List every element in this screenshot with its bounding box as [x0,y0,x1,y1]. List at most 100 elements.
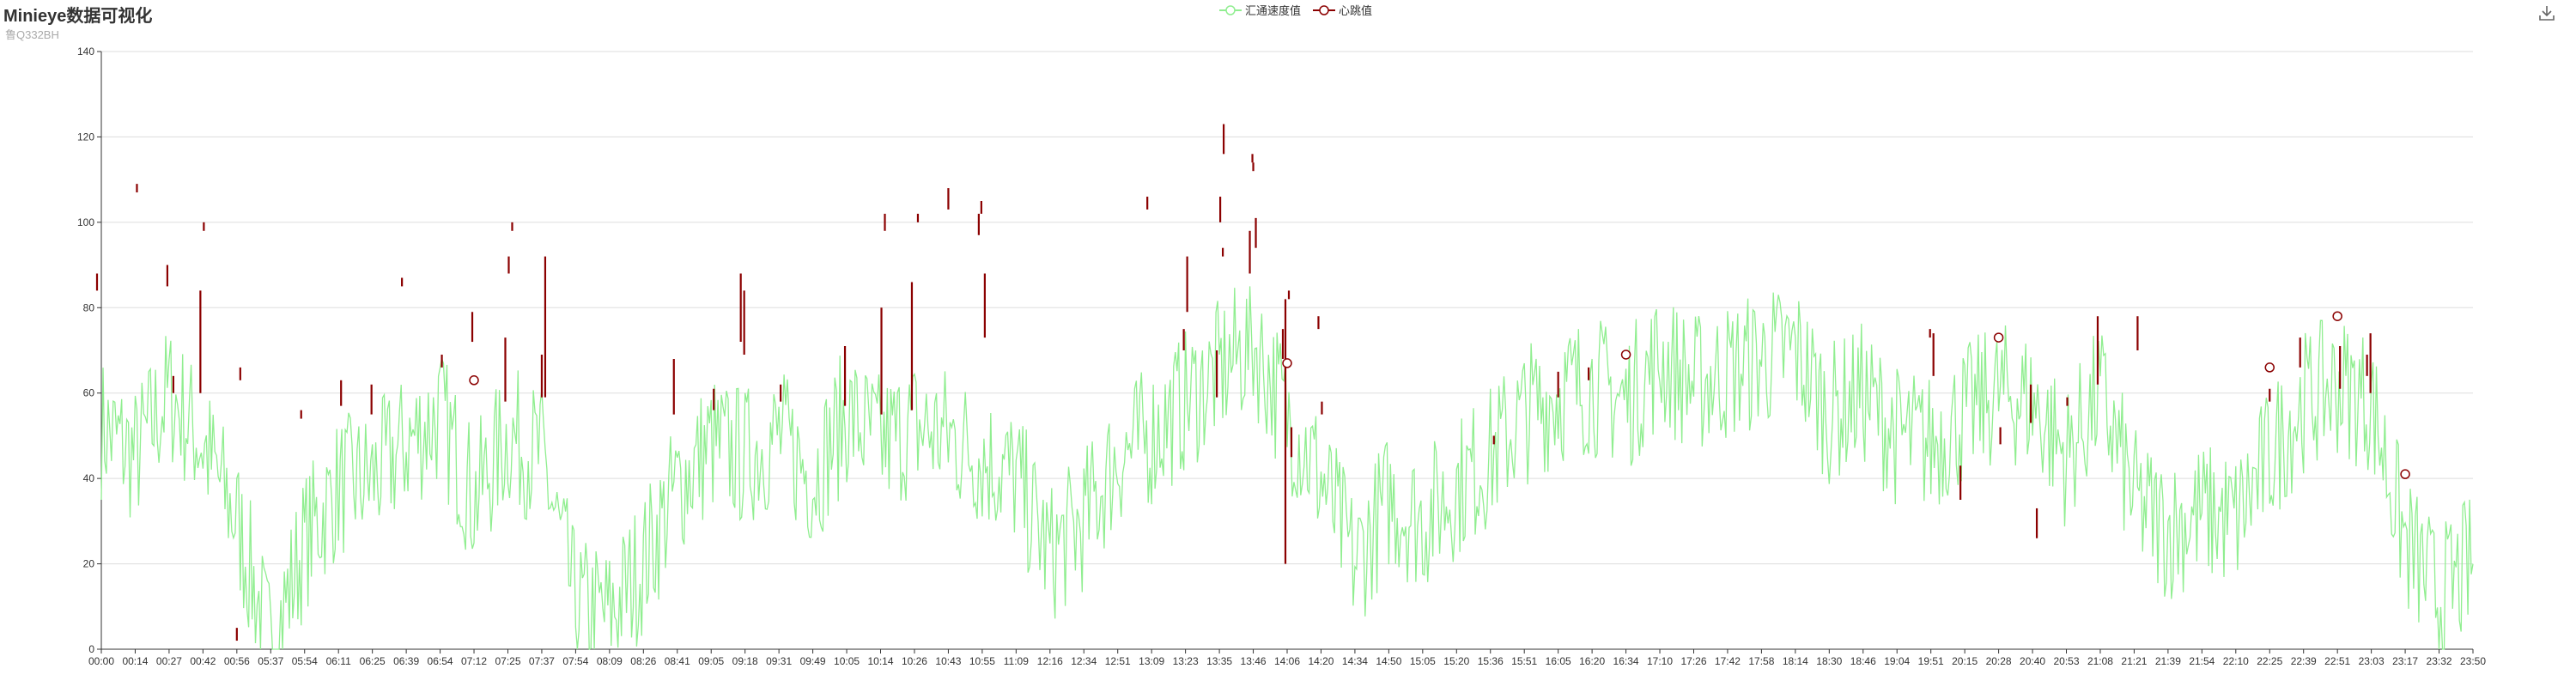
grid-lines [101,51,2473,565]
x-tick-label: 22:51 [2324,655,2350,667]
x-tick-label: 13:23 [1173,655,1199,667]
chart-subtitle: 鲁Q332BH [5,28,59,41]
download-icon-glyph [2539,6,2555,21]
x-tick-label: 19:04 [1884,655,1910,667]
x-axis: 00:00 00:14 00:27 00:42 00:56 05:37 05:54 06:11… [88,648,2486,667]
x-tick-label: 05:54 [292,655,318,667]
x-tick-label: 10:14 [867,655,893,667]
y-tick-label: 100 [77,216,94,228]
x-tick-label: 14:50 [1376,655,1401,667]
x-tick-label: 18:46 [1850,655,1876,667]
x-tick-label: 06:11 [326,655,351,667]
x-tick-label: 20:28 [1986,655,2012,667]
x-tick-label: 17:10 [1647,655,1673,667]
heartbeat-point [2264,362,2275,373]
x-tick-label: 09:18 [732,655,758,667]
x-tick-label: 00:00 [88,655,114,667]
x-tick-label: 15:05 [1410,655,1436,667]
x-tick-label: 19:51 [1918,655,1944,667]
x-tick-label: 00:56 [224,655,250,667]
x-tick-label: 23:50 [2460,655,2486,667]
download-icon[interactable] [2537,3,2556,22]
x-tick-label: 06:25 [360,655,386,667]
x-tick-label: 07:25 [495,655,520,667]
legend-item-speed[interactable]: 汇通速度值 [1219,2,1301,18]
x-tick-label: 15:36 [1478,655,1504,667]
x-tick-label: 09:05 [698,655,724,667]
heartbeat-point [469,375,479,386]
y-axis: 0 20 40 60 80 100 120 140 [77,46,102,655]
legend-heartbeat-symbol [1313,4,1336,15]
y-tick-label: 40 [83,472,95,484]
x-tick-label: 10:26 [902,655,927,667]
x-tick-label: 22:39 [2291,655,2317,667]
x-tick-label: 09:49 [800,655,826,667]
x-tick-label: 16:05 [1546,655,1571,667]
x-tick-label: 17:42 [1715,655,1741,667]
legend-speed-symbol [1219,4,1242,15]
x-tick-label: 08:09 [597,655,623,667]
x-tick-label: 13:09 [1139,655,1164,667]
x-tick-label: 13:35 [1206,655,1232,667]
x-tick-label: 08:26 [630,655,656,667]
x-tick-label: 21:54 [2189,655,2215,667]
y-tick-label: 60 [83,387,95,399]
x-tick-label: 06:39 [393,655,419,667]
x-tick-label: 23:32 [2427,655,2452,667]
x-tick-label: 14:34 [1342,655,1368,667]
x-tick-label: 14:20 [1308,655,1334,667]
legend-heartbeat-label: 心跳值 [1339,4,1373,17]
y-tick-label: 120 [77,131,94,143]
x-tick-label: 21:08 [2087,655,2113,667]
x-tick-label: 22:10 [2223,655,2249,667]
x-tick-label: 08:41 [665,655,690,667]
series-heartbeat [95,124,2410,641]
x-tick-label: 07:12 [461,655,487,667]
x-tick-label: 10:43 [935,655,961,667]
x-tick-label: 20:40 [2020,655,2045,667]
x-tick-label: 16:20 [1579,655,1605,667]
x-tick-label: 10:55 [969,655,995,667]
x-tick-label: 23:17 [2392,655,2418,667]
x-tick-label: 17:26 [1680,655,1706,667]
x-tick-label: 12:51 [1105,655,1131,667]
x-tick-label: 14:06 [1274,655,1300,667]
heartbeat-point [2332,311,2342,321]
x-tick-label: 11:09 [1004,655,1029,667]
y-tick-label: 140 [77,46,94,58]
x-tick-label: 07:37 [529,655,555,667]
x-tick-label: 06:54 [428,655,453,667]
x-tick-label: 17:58 [1748,655,1774,667]
x-tick-label: 09:31 [766,655,792,667]
y-tick-label: 80 [83,301,95,313]
heartbeat-point [1282,358,1292,368]
legend-speed-label: 汇通速度值 [1245,4,1302,17]
speed-line [100,286,2474,651]
legend-item-heartbeat[interactable]: 心跳值 [1313,2,1372,18]
x-tick-label: 21:21 [2121,655,2147,667]
chart-title: Minieye数据可视化 [3,7,153,26]
x-tick-label: 20:53 [2053,655,2079,667]
heartbeat-point [1993,332,2004,343]
x-tick-label: 23:03 [2359,655,2385,667]
x-tick-label: 18:30 [1816,655,1842,667]
x-tick-label: 10:05 [834,655,860,667]
y-tick-label: 0 [88,643,94,655]
heartbeat-point [2400,469,2410,479]
x-tick-label: 22:25 [2257,655,2282,667]
series-speed [100,286,2474,651]
x-tick-label: 00:27 [156,655,182,667]
legend: 汇通速度值 心跳值 [1219,2,1372,18]
x-tick-label: 16:34 [1613,655,1639,667]
x-tick-label: 05:37 [258,655,283,667]
x-tick-label: 21:39 [2155,655,2181,667]
x-tick-label: 13:46 [1241,655,1267,667]
y-tick-label: 20 [83,558,95,570]
x-tick-label: 12:16 [1037,655,1063,667]
x-tick-label: 00:14 [122,655,148,667]
heartbeat-point [1620,350,1631,360]
x-tick-label: 12:34 [1071,655,1097,667]
x-tick-label: 20:15 [1952,655,1978,667]
x-tick-label: 15:51 [1511,655,1537,667]
